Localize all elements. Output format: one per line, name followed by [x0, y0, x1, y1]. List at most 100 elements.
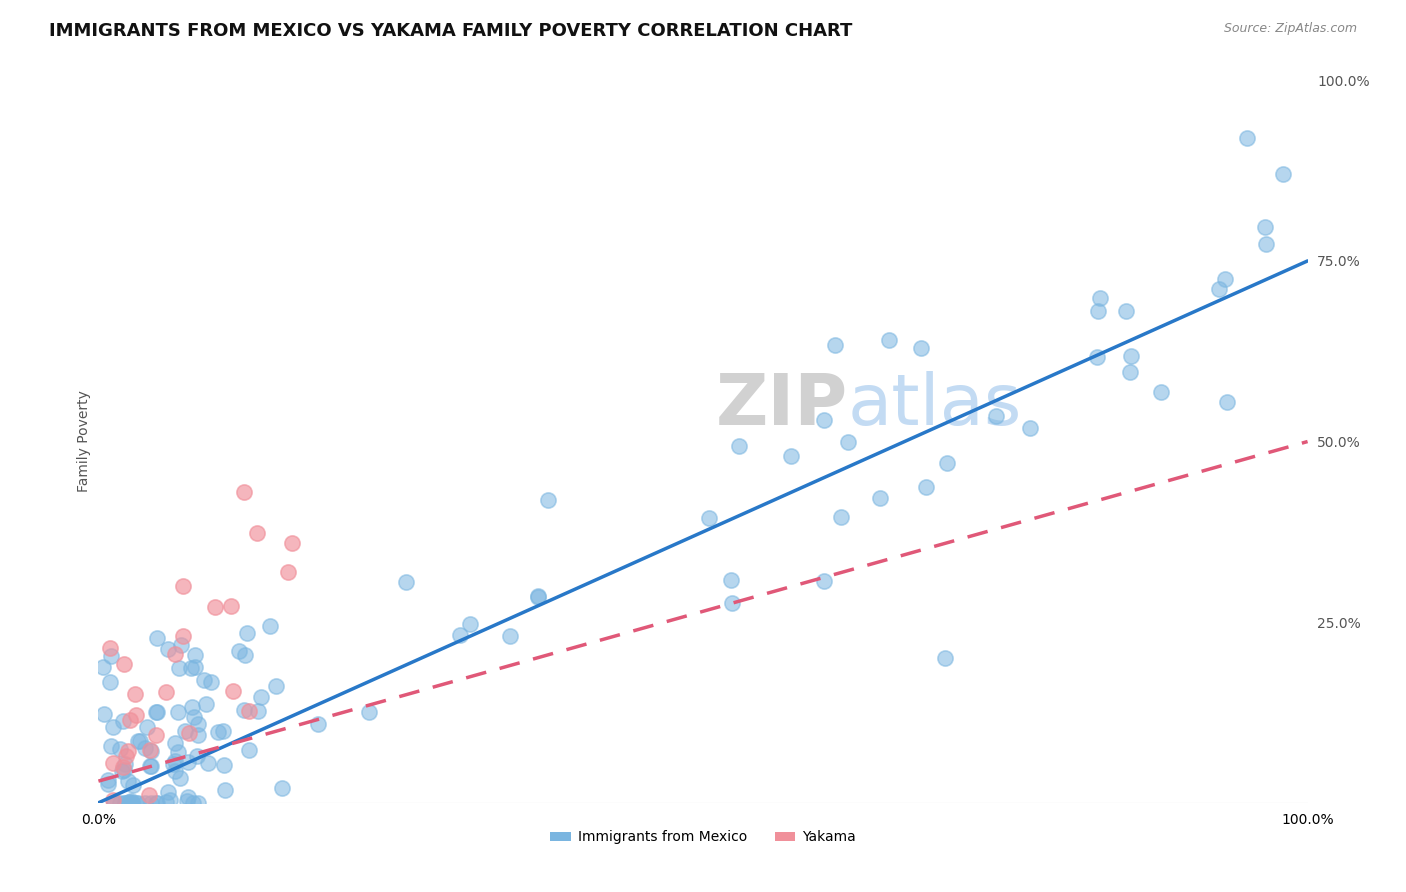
- Point: [167, 745, 190, 759]
- Legend: Immigrants from Mexico, Yakama: Immigrants from Mexico, Yakama: [544, 825, 862, 850]
- Point: [103, 793, 125, 807]
- Point: [180, 660, 202, 674]
- Point: [176, 789, 198, 804]
- Point: [1208, 282, 1230, 296]
- Point: [139, 759, 162, 773]
- Point: [115, 749, 138, 764]
- Y-axis label: Family Poverty: Family Poverty: [77, 391, 91, 492]
- Point: [233, 702, 256, 716]
- Point: [1085, 350, 1108, 364]
- Point: [97, 772, 120, 787]
- Point: [114, 756, 136, 771]
- Point: [93, 707, 115, 722]
- Point: [103, 796, 125, 810]
- Point: [877, 333, 900, 347]
- Point: [117, 744, 139, 758]
- Point: [449, 628, 471, 642]
- Point: [247, 704, 270, 718]
- Point: [103, 720, 125, 734]
- Text: atlas: atlas: [848, 371, 1022, 440]
- Point: [124, 687, 146, 701]
- Point: [97, 777, 120, 791]
- Text: ZIP: ZIP: [716, 371, 848, 440]
- Point: [138, 742, 160, 756]
- Point: [134, 796, 156, 810]
- Point: [813, 413, 835, 427]
- Point: [118, 713, 141, 727]
- Point: [837, 434, 859, 449]
- Point: [186, 748, 208, 763]
- Point: [177, 756, 200, 770]
- Point: [187, 796, 209, 810]
- Point: [214, 758, 236, 772]
- Point: [176, 794, 198, 808]
- Point: [264, 679, 287, 693]
- Point: [167, 705, 190, 719]
- Point: [499, 629, 522, 643]
- Point: [184, 660, 207, 674]
- Point: [1115, 304, 1137, 318]
- Point: [527, 590, 550, 604]
- Point: [238, 743, 260, 757]
- Point: [100, 739, 122, 753]
- Point: [259, 619, 281, 633]
- Point: [117, 774, 139, 789]
- Point: [915, 479, 938, 493]
- Point: [120, 794, 142, 808]
- Point: [984, 409, 1007, 423]
- Point: [395, 575, 418, 590]
- Point: [98, 674, 121, 689]
- Point: [122, 778, 145, 792]
- Point: [236, 626, 259, 640]
- Point: [120, 796, 142, 810]
- Point: [121, 796, 143, 810]
- Point: [1272, 167, 1295, 181]
- Point: [1216, 395, 1239, 409]
- Point: [163, 764, 186, 778]
- Point: [110, 796, 132, 810]
- Point: [163, 754, 186, 768]
- Point: [1088, 291, 1111, 305]
- Point: [101, 756, 124, 770]
- Point: [214, 782, 236, 797]
- Point: [134, 741, 156, 756]
- Point: [197, 756, 219, 770]
- Point: [145, 706, 167, 720]
- Point: [112, 714, 135, 728]
- Point: [195, 697, 218, 711]
- Point: [207, 725, 229, 739]
- Point: [228, 644, 250, 658]
- Point: [204, 599, 226, 614]
- Point: [699, 511, 721, 525]
- Point: [100, 649, 122, 664]
- Point: [238, 704, 260, 718]
- Point: [1236, 131, 1258, 145]
- Point: [169, 771, 191, 785]
- Point: [172, 629, 194, 643]
- Point: [184, 648, 207, 663]
- Point: [270, 780, 292, 795]
- Point: [139, 796, 162, 810]
- Point: [138, 789, 160, 803]
- Point: [281, 535, 304, 549]
- Point: [155, 795, 177, 809]
- Text: IMMIGRANTS FROM MEXICO VS YAKAMA FAMILY POVERTY CORRELATION CHART: IMMIGRANTS FROM MEXICO VS YAKAMA FAMILY …: [49, 22, 852, 40]
- Point: [145, 796, 167, 810]
- Point: [103, 796, 125, 810]
- Point: [211, 724, 233, 739]
- Point: [1118, 365, 1140, 379]
- Point: [232, 485, 254, 500]
- Point: [170, 638, 193, 652]
- Point: [127, 733, 149, 747]
- Point: [127, 796, 149, 810]
- Point: [163, 648, 186, 662]
- Point: [139, 744, 162, 758]
- Point: [250, 690, 273, 704]
- Point: [146, 631, 169, 645]
- Point: [128, 734, 150, 748]
- Text: Source: ZipAtlas.com: Source: ZipAtlas.com: [1223, 22, 1357, 36]
- Point: [200, 675, 222, 690]
- Point: [162, 757, 184, 772]
- Point: [246, 526, 269, 541]
- Point: [527, 591, 550, 605]
